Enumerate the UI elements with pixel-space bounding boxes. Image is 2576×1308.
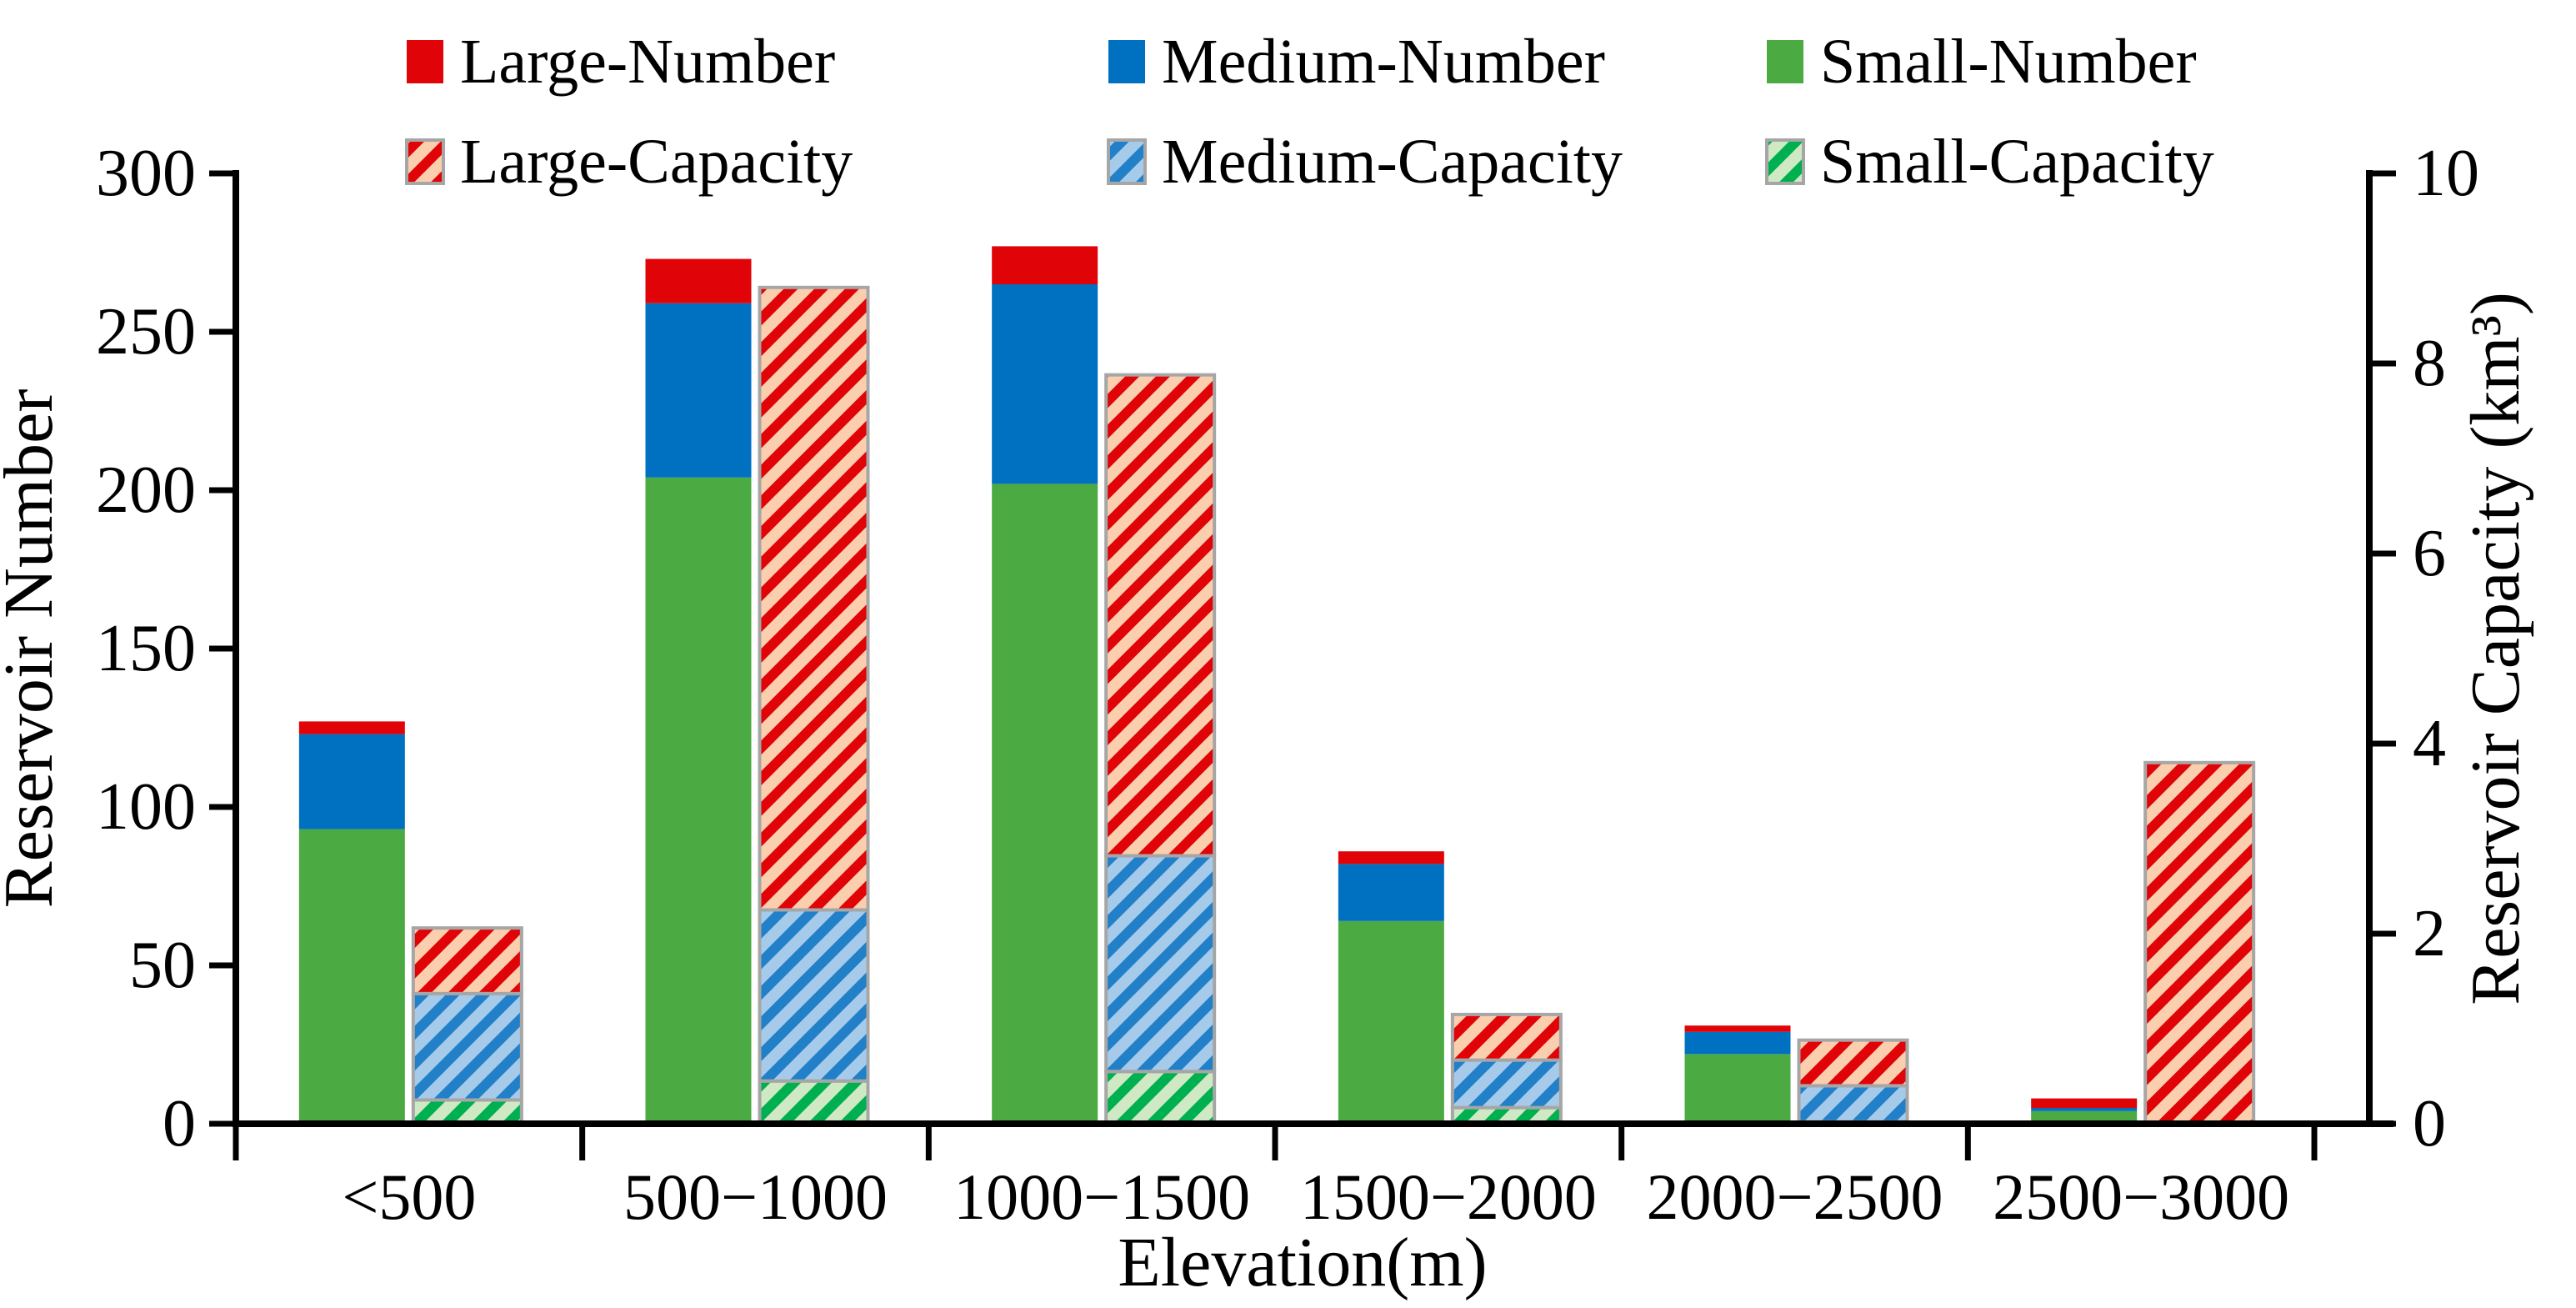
legend-item-large-capacity: Large-Capacity [405,127,853,197]
left-axis-tick-label: 300 [96,137,196,210]
bar-segment-large-number-4 [1684,1025,1791,1032]
x-axis-category-label: 2500−3000 [1993,1160,2289,1233]
legend-label: Large-Number [460,27,835,97]
left-axis-tick-label: 200 [96,454,196,527]
bar-segment-large-capacity-3 [1450,1012,1563,1062]
left-axis-tick-label: 100 [96,770,196,844]
legend-item-medium-capacity: Medium-Capacity [1107,127,1623,197]
bar-segment-medium-number-5 [2031,1108,2138,1111]
x-axis-category-label: 2000−2500 [1647,1160,1943,1233]
legend-swatch-hatched [405,138,445,185]
bar-segment-medium-capacity-2 [1104,854,1217,1074]
bar-segment-medium-number-4 [1684,1031,1791,1055]
bar-segment-medium-capacity-1 [758,908,870,1083]
bar-segment-medium-number-1 [645,303,752,478]
legend-label: Large-Capacity [460,127,853,197]
right-axis-tick-label: 0 [2413,1087,2446,1160]
x-axis-title: Elevation(m) [1118,1224,1487,1301]
bar-segment-small-number-1 [645,477,752,1124]
x-axis-category-label: 1500−2000 [1300,1160,1597,1233]
bar-segment-large-number-2 [992,246,1098,284]
bar-segment-large-capacity-2 [1104,373,1217,858]
right-axis-tick-label: 2 [2413,897,2446,970]
legend-label: Small-Capacity [1820,127,2214,197]
legend-label: Medium-Number [1162,27,1605,97]
left-axis-tick-label: 50 [129,929,196,1002]
bar-segment-large-number-1 [645,258,752,303]
right-axis-title: Reservoir Capacity (km³) [2457,292,2534,1005]
right-axis-tick-label: 10 [2413,137,2479,210]
bar-segment-medium-capacity-4 [1797,1084,1909,1124]
bar-segment-small-number-3 [1338,920,1444,1124]
bar-segment-small-capacity-0 [411,1098,523,1125]
bar-segment-large-capacity-5 [2143,760,2256,1125]
left-axis-tick-label: 250 [96,295,196,368]
right-axis-tick-label: 4 [2413,707,2446,780]
right-axis-tick-label: 8 [2413,327,2446,400]
left-axis-tick-label: 150 [96,612,196,685]
legend-label: Small-Number [1820,27,2197,97]
bar-segment-medium-number-0 [298,734,405,829]
left-axis-title: Reservoir Number [0,389,68,909]
bar-segment-medium-capacity-0 [411,991,523,1102]
legend-swatch-solid [1767,40,1803,83]
bar-segment-small-number-2 [992,484,1098,1124]
x-axis-category-label: 1000−1500 [953,1160,1250,1233]
bar-segment-large-capacity-4 [1797,1038,1909,1088]
legend-swatch-hatched [1765,138,1805,185]
legend-label: Medium-Capacity [1162,127,1623,197]
legend-item-large-number: Large-Number [407,27,835,97]
legend-swatch-solid [1108,40,1145,83]
bar-segment-small-capacity-2 [1104,1070,1217,1126]
right-axis-tick-label: 6 [2413,517,2446,590]
bar-segment-medium-number-3 [1338,864,1444,921]
bar-segment-small-number-4 [1684,1054,1791,1124]
bar-segment-large-number-3 [1338,851,1444,864]
legend-item-small-capacity: Small-Capacity [1765,127,2214,197]
bar-segment-small-number-0 [298,829,405,1124]
left-axis-tick-label: 0 [163,1087,196,1160]
legend-item-small-number: Small-Number [1767,27,2197,97]
bar-segment-small-capacity-1 [758,1079,870,1125]
bar-segment-large-number-0 [298,721,405,734]
legend-swatch-hatched [1107,138,1147,185]
bar-segment-medium-number-2 [992,284,1098,484]
bar-segment-large-number-5 [2031,1098,2138,1108]
bar-segment-large-capacity-0 [411,926,523,995]
legend-swatch-solid [407,40,443,83]
legend-item-medium-number: Medium-Number [1108,27,1605,97]
bar-segment-large-capacity-1 [758,285,870,912]
x-axis-category-label: 500−1000 [623,1160,888,1233]
x-axis-category-label: <500 [342,1160,476,1233]
bar-segment-medium-capacity-3 [1450,1058,1563,1110]
